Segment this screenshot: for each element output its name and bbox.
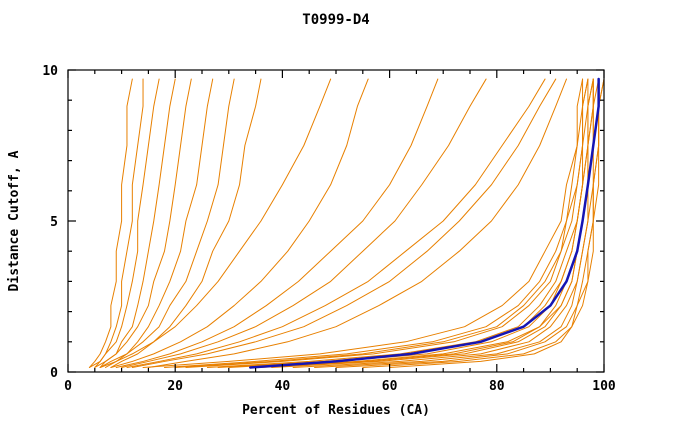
x-tick-label: 60 [382, 379, 398, 394]
model-curve [110, 78, 369, 368]
model-curve [389, 78, 605, 368]
ticks-layer [67, 69, 605, 373]
model-curve [260, 78, 594, 368]
model-curve [228, 78, 594, 368]
model-curve [147, 78, 567, 368]
model-curve [121, 78, 487, 368]
model-curve [217, 78, 594, 368]
model-curve [115, 78, 439, 368]
model-curve [99, 78, 235, 368]
reference-curve [248, 77, 600, 369]
x-tick-label: 0 [64, 379, 72, 394]
model-curve [88, 78, 160, 368]
x-axis-label: Percent of Residues (CA) [242, 403, 430, 418]
model-curve [110, 78, 262, 368]
model-curve [271, 78, 594, 368]
model-curve [126, 78, 546, 368]
x-tick-label: 80 [489, 379, 505, 394]
model-curve [99, 78, 332, 368]
y-tick-label: 0 [50, 366, 58, 381]
y-axis-label: Distance Cutoff, A [7, 150, 22, 291]
model-curve [94, 78, 144, 368]
y-tick-label: 10 [42, 64, 58, 79]
model-curve [142, 78, 584, 368]
model-curve [174, 78, 589, 368]
y-tick-label: 5 [50, 215, 58, 230]
model-curve [335, 78, 600, 368]
model-curve [292, 78, 600, 368]
model-curve [131, 78, 557, 368]
x-tick-label: 100 [592, 379, 616, 394]
model-curve [94, 78, 192, 368]
curves-layer [88, 77, 605, 369]
chart-title: T0999-D4 [302, 12, 369, 28]
model-curve [88, 78, 133, 368]
x-tick-label: 20 [167, 379, 183, 394]
tick-labels-layer: 0 20 40 60 80 100 0 5 10 [42, 64, 616, 394]
x-tick-label: 40 [275, 379, 291, 394]
